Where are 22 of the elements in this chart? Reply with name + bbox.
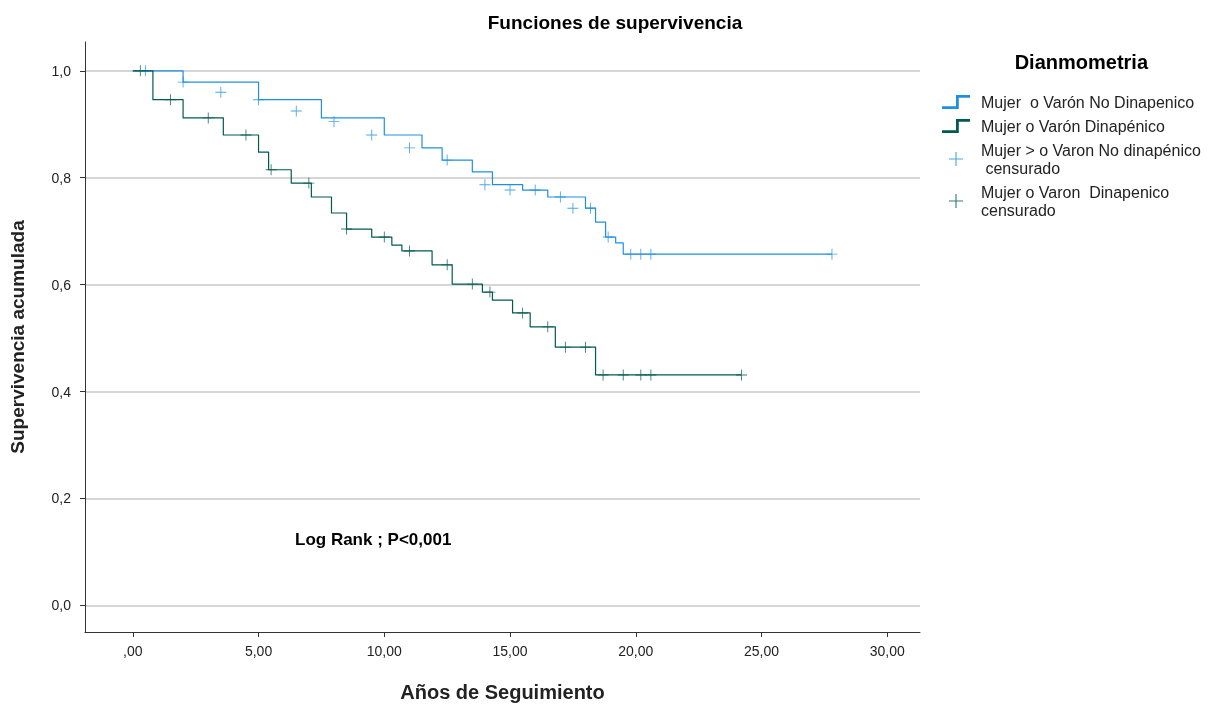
- x-tick-label: 10,00: [366, 643, 403, 659]
- y-tick-label: 0,0: [51, 597, 72, 614]
- y-tick-label: 0,2: [51, 490, 72, 507]
- y-axis-title: Supervivencia acumulada: [7, 219, 28, 454]
- y-tick-label: 0,6: [51, 276, 72, 293]
- x-tick-label: 5,00: [244, 643, 273, 659]
- x-tick-label: 20,00: [618, 643, 654, 659]
- x-tick-label: ,00: [123, 643, 143, 659]
- legend-title: Dianmometria: [1014, 51, 1149, 73]
- y-tick-label: 1,0: [51, 62, 72, 79]
- x-axis-title: Años de Seguimiento: [400, 681, 605, 703]
- x-tick-label: 15,00: [492, 643, 528, 659]
- legend-label: Mujer o Varon Dinapenico censurado: [981, 183, 1174, 219]
- x-tick-label: 30,00: [869, 643, 906, 659]
- legend-label: Mujer o Varón No Dinapenico: [981, 93, 1195, 111]
- chart-title: Funciones de supervivencia: [487, 12, 743, 33]
- legend-label: Mujer > o Varon No dinapénico censurado: [981, 141, 1201, 177]
- legend-label: Mujer o Varón Dinapénico: [981, 117, 1165, 135]
- x-tick-label: 25,00: [744, 643, 780, 659]
- annotation: Log Rank ; P<0,001: [295, 530, 452, 549]
- y-tick-label: 0,8: [51, 169, 72, 186]
- y-tick-label: 0,4: [51, 383, 72, 400]
